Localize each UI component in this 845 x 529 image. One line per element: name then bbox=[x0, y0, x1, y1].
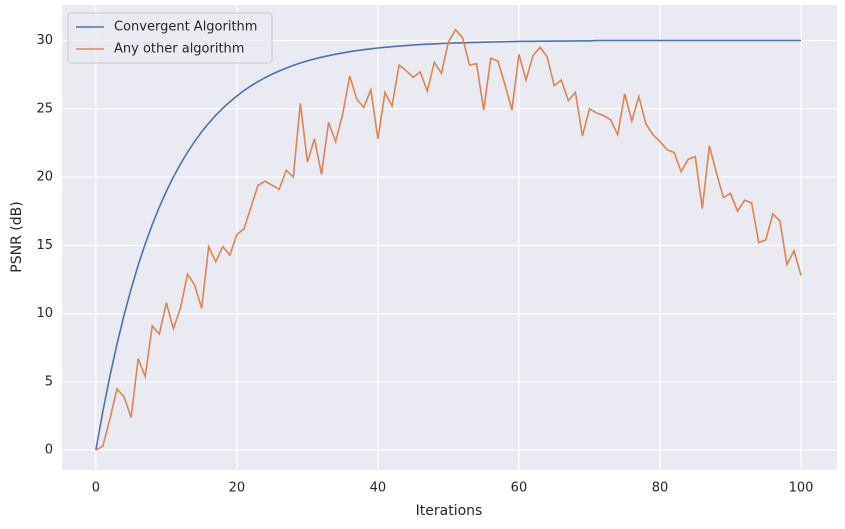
legend-label: Any other algorithm bbox=[114, 42, 244, 57]
series-line bbox=[95, 28, 802, 451]
y-tick-label: 15 bbox=[36, 238, 53, 253]
x-tick-label: 0 bbox=[92, 481, 100, 496]
y-tick-label: 5 bbox=[45, 374, 53, 389]
y-axis-label: PSNR (dB) bbox=[9, 201, 25, 272]
plot-area bbox=[62, 5, 837, 470]
x-tick-label: 60 bbox=[511, 481, 528, 496]
x-tick-label: 20 bbox=[229, 481, 246, 496]
legend-box bbox=[67, 12, 273, 64]
y-tick-label: 20 bbox=[36, 170, 53, 185]
x-axis-label: Iterations bbox=[416, 503, 483, 519]
y-tick-label: 30 bbox=[36, 33, 53, 48]
y-tick-label: 10 bbox=[36, 306, 53, 321]
y-tick-label: 25 bbox=[36, 101, 53, 116]
x-tick-label: 40 bbox=[370, 481, 387, 496]
x-tick-label: 80 bbox=[652, 481, 669, 496]
y-tick-label: 0 bbox=[45, 443, 53, 458]
legend-label: Convergent Algorithm bbox=[114, 20, 257, 35]
x-tick-label: 100 bbox=[789, 481, 814, 496]
